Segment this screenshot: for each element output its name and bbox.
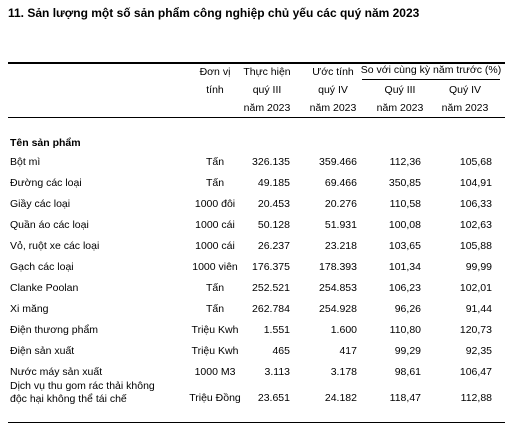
value-cell: 254.928 [319, 303, 357, 315]
header-cell: Ước tính [312, 66, 354, 78]
value-cell: 1.551 [263, 324, 290, 336]
value-cell: 106,23 [388, 282, 421, 294]
row-label: Xi măng [10, 303, 49, 315]
row-label: Dịch vụ thu gom rác thải không độc hại k… [10, 380, 155, 405]
value-cell: 92,35 [465, 345, 492, 357]
row-label: Điện sản xuất [10, 345, 75, 357]
value-cell: 99,29 [394, 345, 421, 357]
value-cell: 3.113 [264, 366, 291, 378]
header-cell: Đơn vị [199, 66, 231, 78]
header-cell: quý IV [318, 84, 348, 96]
value-cell: 417 [339, 345, 357, 357]
unit-cell: 1000 viên [192, 261, 238, 273]
value-cell: 112,88 [460, 392, 492, 404]
header-cell: Quý IV [448, 84, 482, 96]
row-label: Clanke Poolan [10, 282, 79, 294]
value-cell: 465 [272, 345, 290, 357]
value-cell: 20.276 [324, 198, 357, 210]
table-top-rule [8, 62, 505, 64]
value-cell: 112,36 [389, 156, 421, 168]
row-label: Nước máy sản xuất [10, 366, 103, 378]
header-cell: So với cùng kỳ năm trước (%) [360, 64, 502, 76]
value-cell: 359.466 [319, 156, 357, 168]
header-cell: Thực hiện [243, 66, 291, 78]
header-cell: quý III [252, 84, 282, 96]
value-cell: 326.135 [252, 156, 290, 168]
header-cell: năm 2023 [243, 102, 291, 114]
unit-cell: 1000 cái [195, 240, 235, 252]
value-cell: 118,47 [389, 392, 421, 404]
value-cell: 24.182 [324, 392, 357, 404]
group-rule [362, 79, 500, 80]
header-rule [8, 117, 505, 118]
value-cell: 91,44 [465, 303, 492, 315]
value-cell: 105,68 [459, 156, 492, 168]
row-label: Gạch các loại [10, 261, 74, 273]
value-cell: 103,65 [388, 240, 421, 252]
value-cell: 49.185 [257, 177, 290, 189]
value-cell: 98,61 [394, 366, 421, 378]
unit-cell: 1000 đôi [194, 198, 236, 210]
header-cell: tính [206, 84, 224, 96]
row-label: Bột mì [10, 156, 41, 168]
value-cell: 110,80 [389, 324, 421, 336]
unit-cell: Tấn [205, 156, 225, 168]
value-cell: 99,99 [465, 261, 492, 273]
header-cell: Quý III [384, 84, 416, 96]
value-cell: 178.393 [319, 261, 357, 273]
value-cell: 51.931 [324, 219, 357, 231]
header-cell: năm 2023 [441, 102, 489, 114]
value-cell: 105,88 [459, 240, 492, 252]
value-cell: 106,33 [459, 198, 492, 210]
value-cell: 110,58 [389, 198, 421, 210]
value-cell: 252.521 [252, 282, 290, 294]
value-cell: 3.178 [330, 366, 357, 378]
unit-cell: Tấn [205, 282, 225, 294]
value-cell: 26.237 [257, 240, 290, 252]
value-cell: 23.218 [324, 240, 357, 252]
row-label: Đường các loại [10, 177, 82, 189]
row-label: Quần áo các loại [10, 219, 89, 231]
value-cell: 120,73 [459, 324, 492, 336]
value-cell: 101,34 [388, 261, 421, 273]
value-cell: 23.651 [257, 392, 290, 404]
value-cell: 106,47 [459, 366, 492, 378]
header-cell: năm 2023 [309, 102, 357, 114]
value-cell: 96,26 [394, 303, 421, 315]
value-cell: 69.466 [324, 177, 357, 189]
table-bottom-rule [8, 422, 505, 423]
value-cell: 50.128 [257, 219, 290, 231]
value-cell: 100,08 [388, 219, 421, 231]
unit-cell: Triệu Kwh [191, 324, 239, 336]
row-label: Giầy các loại [10, 198, 71, 210]
value-cell: 102,01 [459, 282, 492, 294]
section-label: Tên sản phẩm [10, 137, 81, 149]
value-cell: 102,63 [459, 219, 492, 231]
row-label: Điện thương phẩm [10, 324, 99, 336]
unit-cell: Tấn [205, 177, 225, 189]
value-cell: 104,91 [459, 177, 492, 189]
unit-cell: Tấn [205, 303, 225, 315]
unit-cell: 1000 cái [195, 219, 235, 231]
title: 11. Sản lượng một số sản phẩm công nghiệ… [8, 6, 420, 20]
value-cell: 20.453 [257, 198, 290, 210]
unit-cell: Triệu Đồng [189, 392, 241, 404]
header-cell: năm 2023 [376, 102, 424, 114]
value-cell: 350,85 [388, 177, 421, 189]
value-cell: 254.853 [319, 282, 357, 294]
row-label: Vỏ, ruột xe các loại [10, 240, 100, 252]
unit-cell: 1000 M3 [194, 366, 236, 378]
value-cell: 176.375 [252, 261, 290, 273]
value-cell: 1.600 [330, 324, 357, 336]
unit-cell: Triệu Kwh [191, 345, 239, 357]
value-cell: 262.784 [252, 303, 290, 315]
